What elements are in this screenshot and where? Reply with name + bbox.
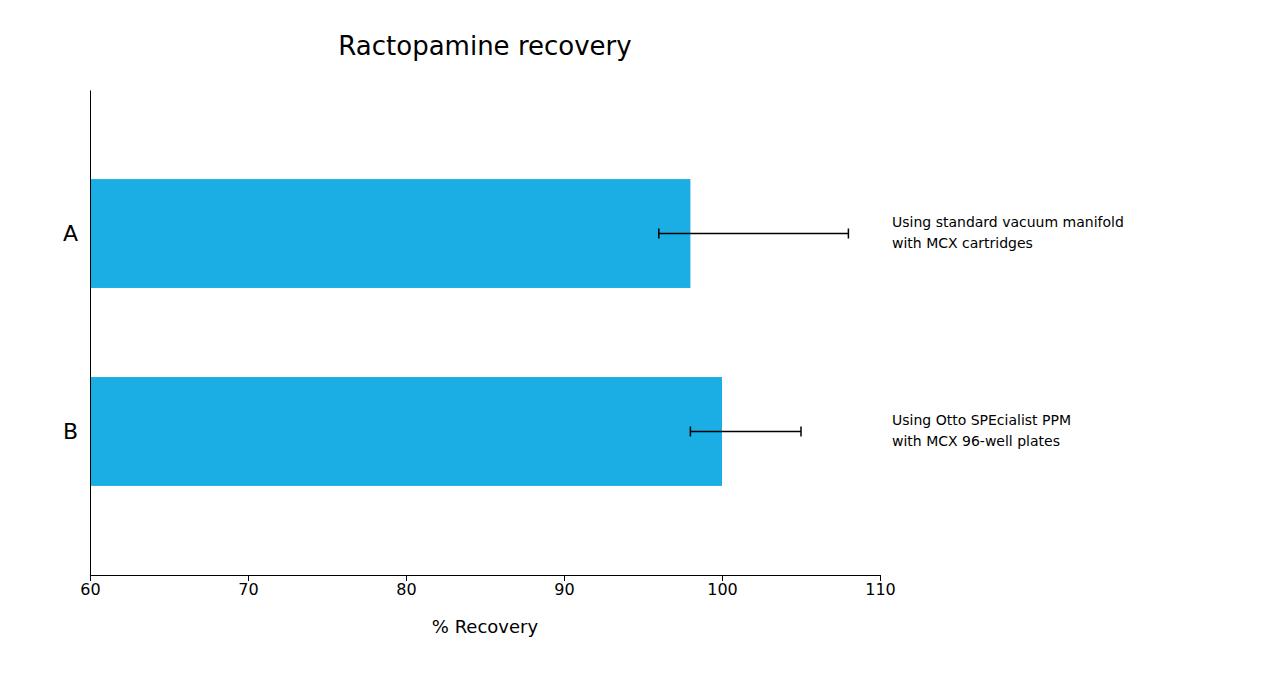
y-tick-label: B <box>63 419 78 444</box>
annotation-line: Using Otto SPEcialist PPM <box>892 412 1071 428</box>
x-tick-label: 60 <box>80 580 100 599</box>
y-axis: AB <box>63 91 91 576</box>
error-cap <box>800 426 802 436</box>
error-bar <box>659 229 849 239</box>
x-tick: 60 <box>80 575 100 599</box>
x-axis: 60 70 80 90 100 110 <box>80 575 895 599</box>
x-tick: 70 <box>238 575 258 599</box>
bar <box>90 179 690 288</box>
bar <box>90 377 722 486</box>
x-tick: 100 <box>707 575 738 599</box>
x-axis-line <box>91 576 881 582</box>
annotation: Using Otto SPEcialist PPM with MCX 96-wel… <box>892 412 1071 449</box>
y-tick: A <box>63 221 78 246</box>
annotation-line: Using standard vacuum manifold <box>892 214 1124 230</box>
y-axis-line <box>90 91 91 576</box>
annotation-line: with MCX 96-well plates <box>892 433 1060 449</box>
x-tick-label: 90 <box>554 580 574 599</box>
x-tick: 110 <box>865 575 896 599</box>
title: Ractopamine recovery <box>338 31 631 61</box>
x-tick: 80 <box>396 575 416 599</box>
error-cap <box>848 229 850 239</box>
marks <box>90 179 848 486</box>
chart: 60708090100110AB% RecoveryRactopamine re… <box>0 0 1280 675</box>
error-cap <box>690 426 692 436</box>
x-axis-label: % Recovery <box>432 616 539 637</box>
plot: 60708090100110AB <box>63 91 896 600</box>
y-tick: B <box>63 419 78 444</box>
error-cap <box>658 229 660 239</box>
annotation-line: with MCX cartridges <box>892 235 1033 251</box>
annotation: Using standard vacuum manifold with MCX c… <box>892 214 1124 251</box>
x-tick: 90 <box>554 575 574 599</box>
x-tick-label: 70 <box>238 580 258 599</box>
x-tick-label: 100 <box>707 580 738 599</box>
error-line <box>690 431 801 433</box>
y-tick-label: A <box>63 221 78 246</box>
error-bar <box>690 426 801 436</box>
x-tick-label: 110 <box>865 580 896 599</box>
error-line <box>659 233 849 235</box>
x-tick-label: 80 <box>396 580 416 599</box>
